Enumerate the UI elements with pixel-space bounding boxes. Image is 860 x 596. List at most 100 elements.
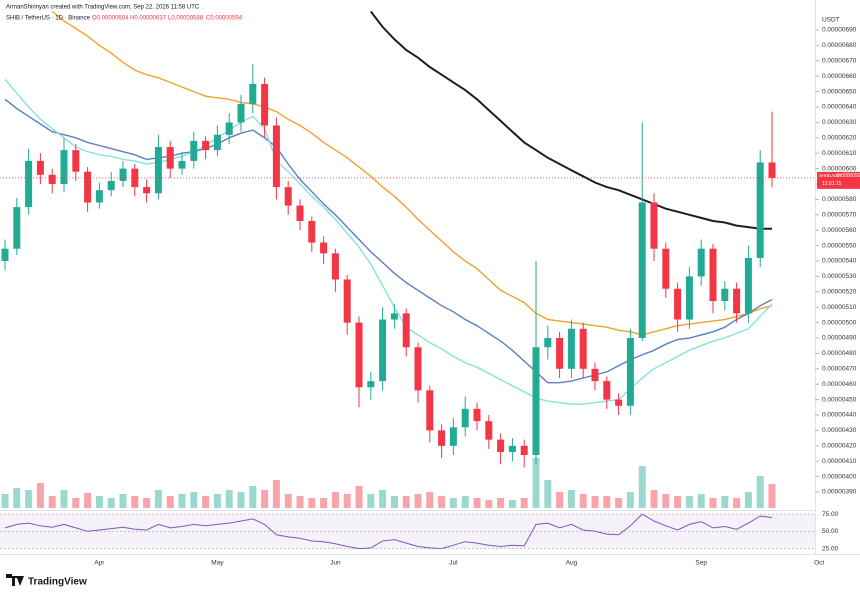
- y-tick-label: 0.00000690: [822, 27, 857, 34]
- volume-bar: [497, 498, 505, 508]
- x-tick-label: Aug: [566, 560, 578, 567]
- volume-bar: [308, 498, 316, 508]
- y-tick-label: 0.00000510: [822, 304, 857, 311]
- volume-bar: [237, 492, 245, 508]
- candle-body: [119, 168, 127, 181]
- candle-body: [225, 122, 233, 135]
- volume-bar: [744, 492, 752, 508]
- candle-body: [650, 202, 658, 249]
- volume-bar: [60, 490, 68, 508]
- volume-bar: [13, 488, 21, 508]
- volume-bar: [390, 496, 398, 508]
- y-tick-label: 0.00000640: [822, 104, 857, 111]
- logo-text: TradingView: [28, 577, 87, 588]
- y-tick-label: 0.00000620: [822, 135, 857, 142]
- candle-body: [95, 190, 103, 203]
- candle-body: [461, 408, 469, 428]
- x-tick-label: Jul: [449, 560, 458, 567]
- volume-bar: [331, 492, 339, 508]
- y-tick-label: 0.00000440: [822, 412, 857, 419]
- candle-body: [402, 313, 410, 348]
- currency: USDT: [822, 17, 840, 24]
- volume-bar: [579, 494, 587, 508]
- y-tick-label: 0.00000520: [822, 289, 857, 296]
- volume-bar: [202, 496, 210, 508]
- volume-bar: [272, 480, 280, 508]
- candle-body: [473, 408, 481, 422]
- candle-body: [697, 248, 705, 277]
- volume-bar: [603, 496, 611, 508]
- candle-body: [744, 257, 752, 314]
- candle-body: [249, 83, 257, 104]
- volume-bar: [48, 496, 56, 508]
- y-tick-label: 0.00000650: [822, 88, 857, 95]
- candle-body: [131, 168, 139, 188]
- candle-body: [390, 313, 398, 320]
- volume-bar: [355, 486, 363, 508]
- volume-bar: [296, 496, 304, 508]
- candle-body: [485, 421, 493, 440]
- candle-body: [685, 276, 693, 320]
- ohlc-open: O0.00000604: [92, 16, 129, 22]
- volume-bar: [367, 494, 375, 508]
- y-tick-label: 0.00000500: [822, 319, 857, 326]
- volume-bar: [249, 486, 257, 508]
- candle-body: [579, 328, 587, 369]
- y-tick-label: 0.00000660: [822, 73, 857, 80]
- volume-bar: [567, 490, 575, 508]
- y-tick-label: 0.00000530: [822, 273, 857, 280]
- volume-bar: [768, 484, 776, 508]
- candle-body: [438, 430, 446, 446]
- volume-bar: [508, 500, 516, 508]
- x-tick-label: May: [211, 560, 224, 567]
- x-tick-label: Apr: [94, 560, 105, 567]
- volume-bar: [520, 498, 528, 508]
- volume-bar: [662, 494, 670, 508]
- candle-body: [449, 427, 457, 446]
- price-pane: [1, 10, 776, 508]
- volume-bar: [697, 494, 705, 508]
- candle-body: [544, 338, 552, 348]
- volume-bar: [119, 494, 127, 508]
- candle-body: [107, 180, 115, 191]
- candle-body: [532, 347, 540, 456]
- volume-bar: [320, 498, 328, 508]
- y-tick-label: 0.00000610: [822, 150, 857, 157]
- candle-body: [308, 220, 316, 243]
- candle-body: [556, 338, 564, 369]
- y-tick-label: 0.00000450: [822, 396, 857, 403]
- candle-body: [426, 390, 434, 431]
- y-tick-label: 0.00000600: [822, 165, 857, 172]
- candle-body: [756, 162, 764, 258]
- volume-bar: [544, 480, 552, 508]
- candle-body: [36, 160, 44, 175]
- volume-bar: [225, 490, 233, 508]
- volume-bar: [414, 494, 422, 508]
- candle-body: [662, 248, 670, 289]
- candle-body: [567, 328, 575, 369]
- candle-body: [237, 103, 245, 123]
- candle-body: [603, 381, 611, 400]
- y-tick-label: 0.00000480: [822, 350, 857, 357]
- candle-body: [48, 174, 56, 185]
- candle-body: [520, 445, 528, 456]
- volume-bar: [485, 500, 493, 508]
- volume-bar: [626, 492, 634, 508]
- volume-bar: [95, 496, 103, 508]
- candle-body: [213, 134, 221, 151]
- volume-bar: [1, 494, 9, 508]
- candle-body: [72, 150, 80, 172]
- y-tick-label: 0.00000470: [822, 366, 857, 373]
- candle-body: [355, 322, 363, 388]
- y-tick-label: 0.00000390: [822, 489, 857, 496]
- volume-bar: [178, 494, 186, 508]
- volume-bar: [166, 496, 174, 508]
- candle-body: [178, 160, 186, 169]
- ohlc-close: C0.00000594: [206, 16, 243, 22]
- y-tick-label: 0.00000460: [822, 381, 857, 388]
- candle-body: [261, 83, 269, 126]
- candle-body: [1, 248, 9, 262]
- volume-bar: [438, 496, 446, 508]
- x-tick-label: Sep: [695, 560, 707, 567]
